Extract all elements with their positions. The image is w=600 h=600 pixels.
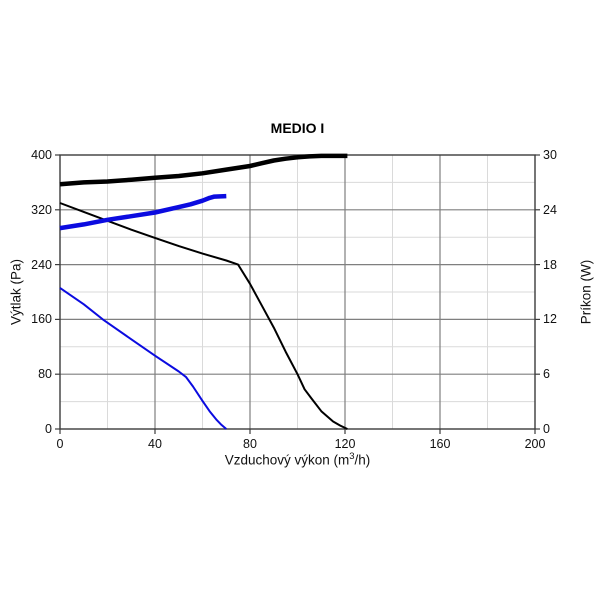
x-tick-label: 40 [148,437,162,451]
x-tick-label: 120 [334,437,356,451]
y-left-tick-label: 240 [31,257,52,272]
chart-title: MEDIO I [270,120,325,136]
y-left-tick-label: 320 [31,202,52,217]
power-curve-speed-2-black [59,153,348,187]
y-right-tick-label: 12 [543,312,557,327]
power-curve-speed-1-blue [59,193,227,231]
pressure-curve-speed-1-blue [59,287,227,430]
y-left-tick-label: 400 [31,148,52,162]
y-left-tick-label: 160 [31,312,52,327]
x-axis-label-prefix: Vzduchový výkon (m [224,452,350,468]
y-left-tick-label: 80 [38,367,52,382]
plot-border [59,154,536,430]
x-axis-label-suffix: /h) [354,452,371,468]
y-right-tick-label: 24 [543,202,557,217]
pressure-curve-speed-2-black [59,202,348,430]
y-right-tick-label: 6 [543,367,550,382]
x-tick-label: 200 [524,437,546,451]
y-right-tick-label: 0 [543,422,550,436]
x-axis-label-superscript: 3 [349,451,355,462]
y-axis-label-left: Výtlak (Pa) [8,258,24,326]
y-axis-label-right: Príkon (W) [578,259,594,325]
x-tick-label: 80 [243,437,257,451]
x-axis-label: Vzduchový výkon (m3/h) [60,451,535,468]
x-tick-label: 0 [56,437,64,451]
y-left-tick-label: 0 [45,422,52,436]
x-tick-label: 160 [429,437,451,451]
y-right-tick-label: 18 [543,257,557,272]
y-right-tick-label: 30 [543,148,557,162]
